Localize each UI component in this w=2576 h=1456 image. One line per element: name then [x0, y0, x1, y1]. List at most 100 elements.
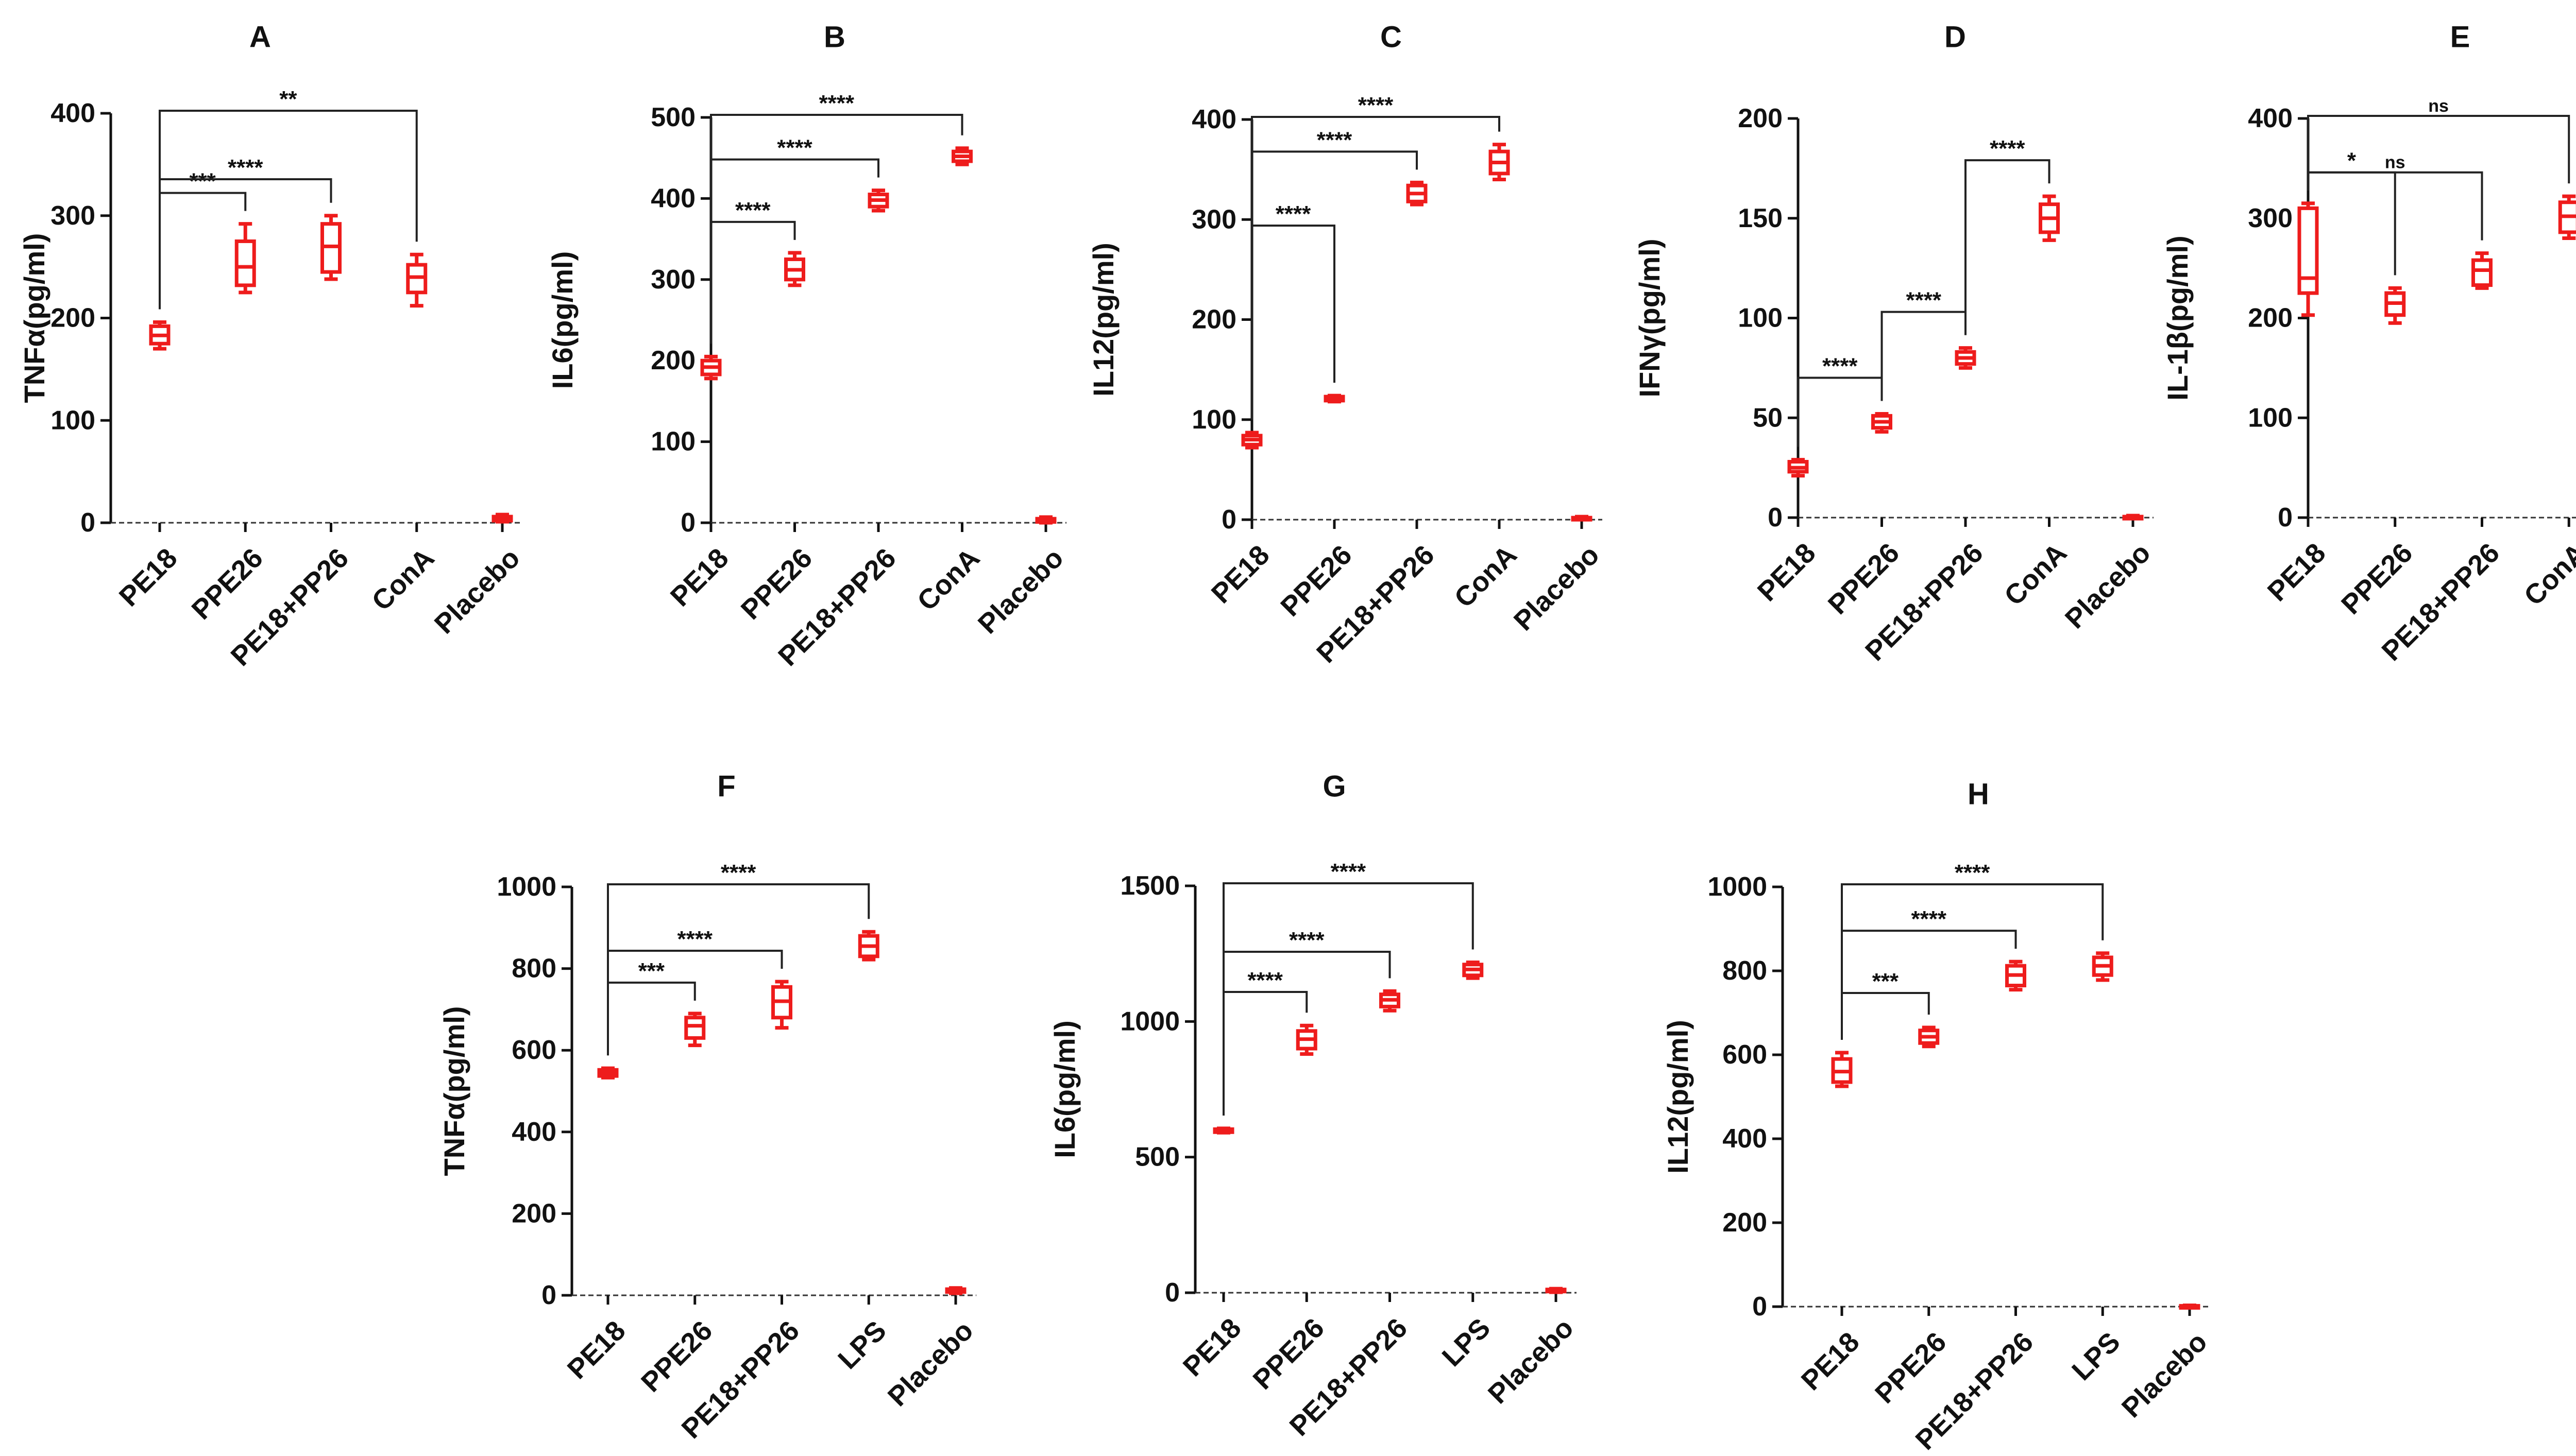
x-category-label: PPE26	[635, 1315, 718, 1398]
y-tick-label: 200	[512, 1198, 556, 1228]
x-category-label: PPE26	[1822, 537, 1905, 620]
box-pe18	[149, 320, 171, 351]
y-axis-title: IL12(pg/ml)	[1087, 243, 1120, 397]
x-category-label: PE18	[562, 1315, 632, 1385]
significance-bracket	[1841, 930, 2017, 1040]
significance-label: ***	[1872, 969, 1899, 994]
y-tick-label: 1000	[497, 872, 556, 902]
x-category-label: Placebo	[2059, 537, 2157, 635]
y-tick-label: 800	[512, 954, 556, 984]
y-tick-label: 0	[681, 508, 696, 538]
box-ppe26	[1324, 393, 1345, 404]
significance-bracket	[1841, 992, 1930, 1040]
x-category-label: PPE26	[1247, 1312, 1330, 1395]
significance-label: ****	[721, 860, 756, 885]
panel-letter: B	[824, 21, 845, 54]
y-tick-label: 200	[1722, 1208, 1767, 1238]
significance-label: ****	[1990, 136, 2025, 161]
x-category-label: ConA	[1448, 539, 1522, 613]
box-pe18-pp26	[320, 214, 342, 281]
y-tick-label: 200	[1192, 305, 1236, 335]
y-axis-title: TNFα(pg/ml)	[18, 233, 50, 403]
y-tick-label: 600	[512, 1035, 556, 1065]
box-cona	[1488, 143, 1510, 182]
box-placebo	[1545, 1287, 1567, 1294]
box-cona	[406, 252, 428, 308]
significance-bracket	[159, 110, 418, 310]
x-category-label: PE18	[665, 542, 735, 612]
x-category-label: PPE26	[1869, 1326, 1952, 1409]
panel-letter: A	[249, 21, 271, 54]
box-iqr	[2297, 206, 2319, 295]
y-tick-label: 200	[1738, 104, 1783, 133]
significance-bracket	[710, 220, 796, 344]
significance-bracket	[2307, 115, 2570, 191]
x-category-label: Placebo	[882, 1315, 979, 1412]
significance-bracket	[607, 883, 870, 1056]
box-pe18	[1831, 1051, 1853, 1088]
x-category-label: LPS	[832, 1315, 892, 1375]
y-axis-title: IFNγ(pg/ml)	[1633, 239, 1666, 398]
y-tick-label: 50	[1753, 403, 1783, 433]
y-axis-title: IL-1β(pg/ml)	[2161, 235, 2194, 400]
box-cona	[2039, 194, 2060, 242]
significance-bracket	[1841, 883, 2104, 1040]
significance-bracket	[607, 981, 696, 1056]
y-tick-label: 0	[1222, 505, 1236, 535]
y-tick-label: 400	[651, 183, 696, 213]
y-tick-label: 400	[512, 1117, 556, 1147]
y-axis-title: IL6(pg/ml)	[1048, 1020, 1081, 1158]
box-ppe26	[2384, 286, 2406, 325]
box-pe18	[1241, 431, 1263, 450]
y-tick-label: 400	[1722, 1124, 1767, 1154]
y-tick-label: 100	[50, 405, 95, 435]
y-tick-label: 200	[651, 346, 696, 375]
panel-letter: E	[2450, 21, 2470, 54]
significance-label: ****	[228, 155, 263, 180]
significance-label: ***	[189, 169, 216, 194]
box-placebo	[1571, 515, 1592, 522]
x-category-label: PE18	[1752, 537, 1822, 607]
box-placebo	[2179, 1304, 2200, 1310]
box-ppe26	[1918, 1025, 1940, 1049]
x-category-label: ConA	[911, 542, 986, 616]
significance-label: ns	[2385, 153, 2405, 173]
x-category-label: PPE26	[735, 542, 818, 625]
panel-letter: F	[717, 770, 735, 803]
y-tick-label: 300	[651, 265, 696, 295]
y-tick-label: 1000	[1707, 872, 1767, 902]
box-iqr	[684, 1016, 706, 1040]
x-category-label: PE18	[1795, 1326, 1866, 1396]
significance-label: ****	[1358, 93, 1394, 118]
y-tick-label: 400	[1192, 105, 1236, 134]
panel-letter: C	[1380, 21, 1402, 54]
x-category-label: PE18	[113, 542, 183, 612]
x-category-label: PPE26	[1275, 539, 1358, 622]
box-pe18-pp26	[771, 980, 792, 1030]
x-category-label: Placebo	[972, 542, 1070, 640]
y-tick-label: 200	[50, 303, 95, 333]
x-category-label: PPE26	[186, 542, 269, 625]
y-tick-label: 150	[1738, 203, 1783, 233]
y-tick-label: 300	[1192, 204, 1236, 234]
x-category-label: ConA	[2518, 537, 2576, 611]
significance-label: ****	[1955, 860, 1990, 885]
panel-letter: D	[1944, 21, 1966, 54]
box-pe18-pp26	[1379, 989, 1400, 1013]
y-tick-label: 300	[50, 201, 95, 231]
box-pe18	[1787, 458, 1809, 478]
y-tick-label: 1000	[1120, 1006, 1180, 1036]
significance-label: ****	[1276, 201, 1311, 227]
x-category-label: PE18	[1177, 1312, 1247, 1382]
y-tick-label: 0	[1768, 503, 1783, 533]
box-ppe26	[234, 222, 256, 295]
y-axis-title: IL6(pg/ml)	[546, 251, 579, 389]
y-tick-label: 0	[541, 1280, 556, 1310]
box-ppe26	[1871, 412, 1892, 434]
panel-c: C0100200300400IL12(pg/ml)PE18PPE26PE18+P…	[1087, 21, 1605, 669]
y-tick-label: 0	[2278, 503, 2293, 533]
x-category-label: Placebo	[1482, 1312, 1580, 1410]
